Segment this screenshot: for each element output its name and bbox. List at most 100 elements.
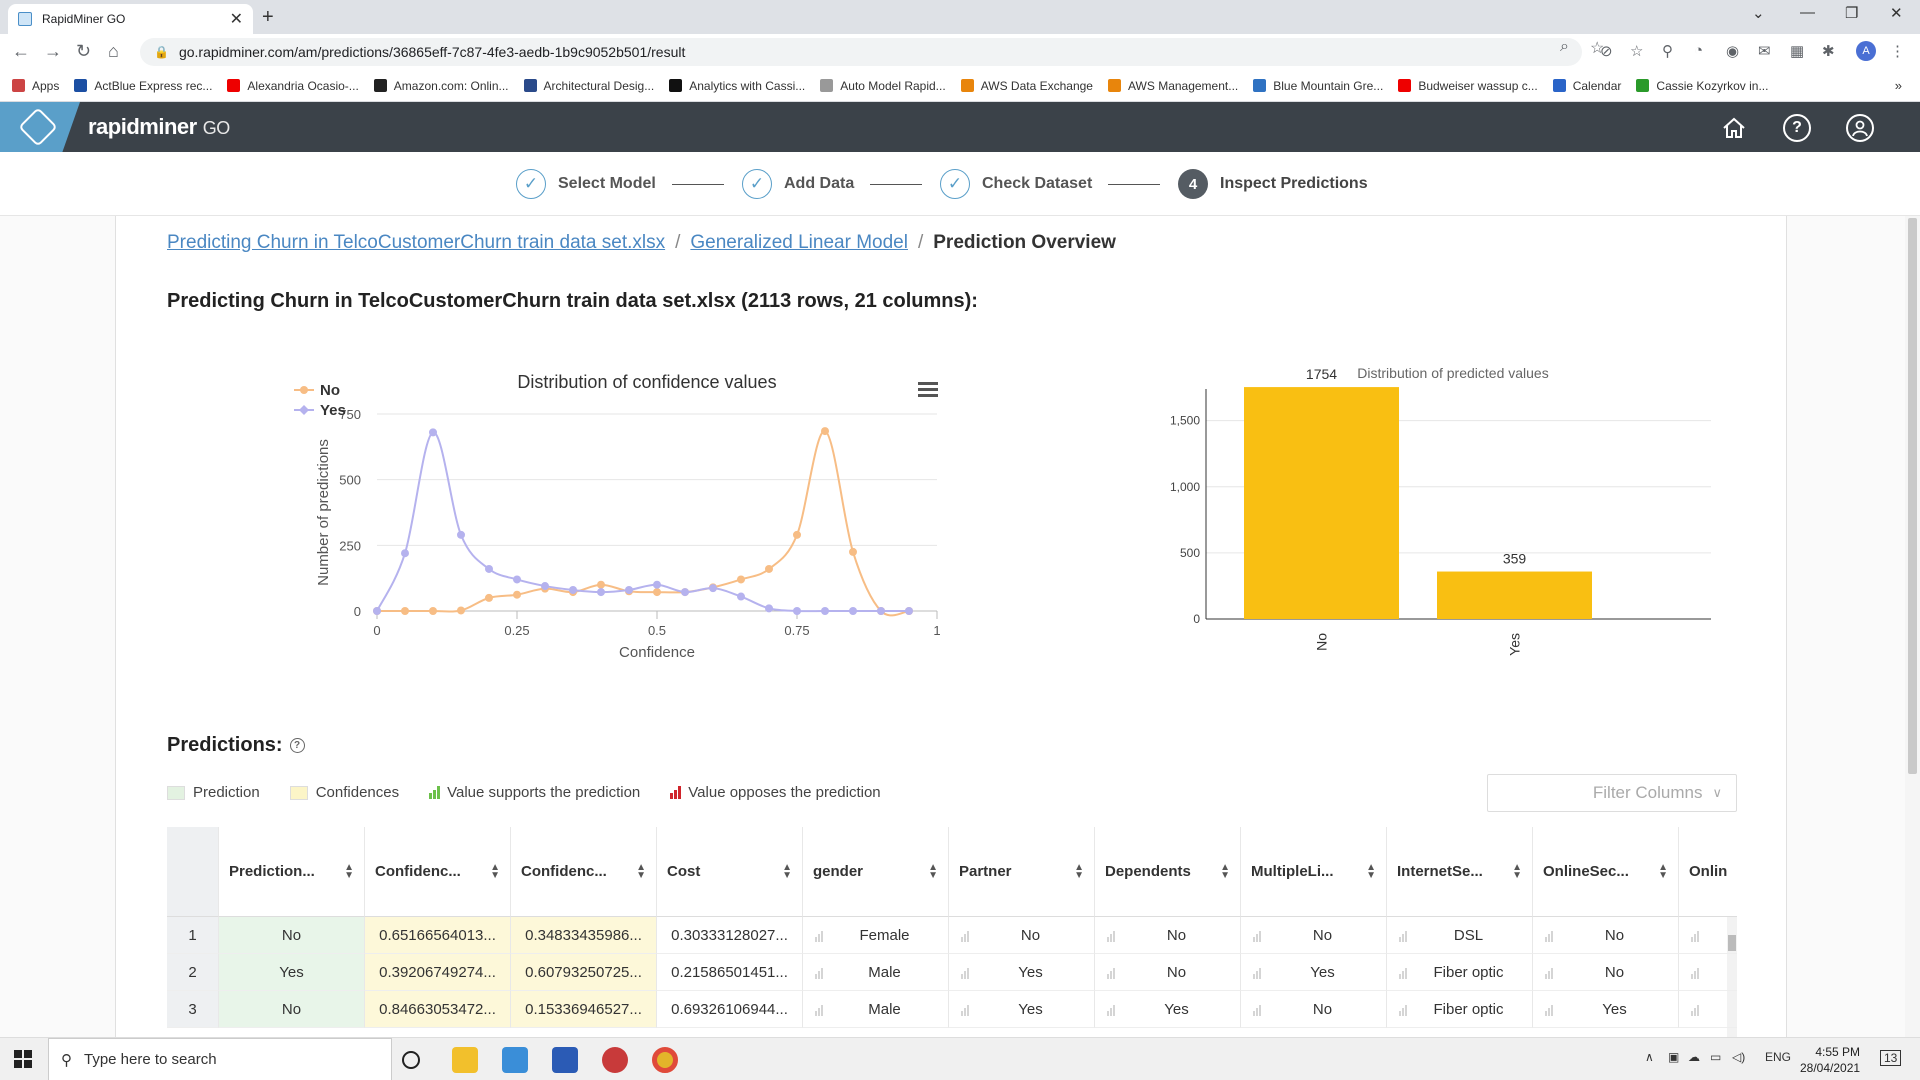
data-point xyxy=(653,588,661,597)
windows-taskbar: ⚲ Type here to search ∧ ▣ ☁ ▭ ◁) ENG 4:5… xyxy=(0,1037,1920,1080)
rapidminer-logo-icon[interactable] xyxy=(0,102,80,152)
language-indicator[interactable]: ENG xyxy=(1765,1050,1792,1064)
table-cell: No xyxy=(1533,917,1679,954)
table-cell: No xyxy=(219,991,365,1028)
extension-icon[interactable]: ◔ xyxy=(1694,42,1704,59)
step-add-data[interactable]: ✓ Add Data xyxy=(742,169,854,199)
bookmark-item[interactable]: AWS Data Exchange xyxy=(960,79,1093,93)
flag-icon[interactable]: ▦ xyxy=(1790,43,1805,60)
column-header[interactable]: Dependents ▲ ▼ xyxy=(1095,827,1241,917)
sort-icon[interactable]: ▲ ▼ xyxy=(1658,861,1668,881)
bookmark-item[interactable]: AWS Management... xyxy=(1107,79,1238,93)
sort-icon[interactable]: ▲ ▼ xyxy=(636,861,646,881)
sort-icon[interactable]: ▲ ▼ xyxy=(344,861,354,881)
bookmark-item[interactable]: Cassie Kozyrkov in... xyxy=(1636,79,1768,93)
restore-icon[interactable]: ❐ xyxy=(1845,5,1859,22)
extension-icon[interactable]: ⚲ xyxy=(1662,43,1673,60)
table-cell xyxy=(1679,954,1737,991)
bookmark-item[interactable]: Auto Model Rapid... xyxy=(820,79,946,93)
reload-icon[interactable]: ↻ xyxy=(76,41,92,61)
network-icon[interactable]: ▭ xyxy=(1710,1050,1722,1064)
word-icon[interactable] xyxy=(552,1047,578,1073)
bookmark-item[interactable]: Budweiser wassup c... xyxy=(1398,79,1538,93)
more-bookmarks-icon[interactable]: » xyxy=(1894,78,1902,93)
back-icon[interactable]: ← xyxy=(12,41,30,61)
chrome-icon[interactable] xyxy=(652,1047,678,1073)
close-tab-icon[interactable]: ✕ xyxy=(229,11,243,28)
data-point xyxy=(737,592,745,601)
minimize-icon[interactable]: — xyxy=(1800,4,1815,21)
sort-icon[interactable]: ▲ ▼ xyxy=(782,861,792,881)
menu-kebab-icon[interactable]: ⋮ xyxy=(1890,43,1905,60)
user-account-icon[interactable] xyxy=(1846,114,1874,142)
help-icon[interactable]: ? xyxy=(289,738,305,753)
home-icon[interactable]: ⌂ xyxy=(108,41,119,61)
step-inspect-predictions[interactable]: 4 Inspect Predictions xyxy=(1178,169,1368,199)
browser-tab[interactable]: RapidMiner GO ✕ xyxy=(8,4,253,34)
filter-columns-dropdown[interactable]: Filter Columns ∨ xyxy=(1487,774,1737,812)
extension-icon[interactable]: ⊘ xyxy=(1600,43,1613,60)
breadcrumb-link-model[interactable]: Generalized Linear Model xyxy=(690,232,908,253)
bookmark-item[interactable]: Alexandria Ocasio-... xyxy=(227,79,359,93)
bookmark-star-icon[interactable]: ☆ xyxy=(1630,43,1644,60)
notifications-icon[interactable]: 13 xyxy=(1880,1050,1902,1066)
sort-icon[interactable]: ▲ ▼ xyxy=(1220,861,1230,881)
taskbar-search[interactable]: ⚲ Type here to search xyxy=(48,1038,392,1080)
bookmark-item[interactable]: Architectural Desig... xyxy=(523,79,654,93)
chart-menu-icon[interactable] xyxy=(918,382,938,397)
sort-icon[interactable]: ▲ ▼ xyxy=(490,861,500,881)
bookmark-item[interactable]: Blue Mountain Gre... xyxy=(1253,79,1383,93)
column-header[interactable]: Partner ▲ ▼ xyxy=(949,827,1095,917)
tray-chevron-up-icon[interactable]: ∧ xyxy=(1645,1050,1654,1064)
data-point xyxy=(513,590,521,599)
forward-icon[interactable]: → xyxy=(44,41,62,61)
step-select-model[interactable]: ✓ Select Model xyxy=(516,169,656,199)
cortana-icon[interactable] xyxy=(402,1051,420,1069)
bookmark-item[interactable]: Apps xyxy=(12,79,59,93)
sort-icon[interactable]: ▲ ▼ xyxy=(1512,861,1522,881)
onedrive-icon[interactable]: ☁ xyxy=(1688,1050,1700,1064)
sort-icon[interactable]: ▲ ▼ xyxy=(928,861,938,881)
column-header[interactable]: InternetSe... ▲ ▼ xyxy=(1387,827,1533,917)
help-icon[interactable]: ? xyxy=(1783,114,1811,142)
column-header[interactable]: Confidenc... ▲ ▼ xyxy=(365,827,511,917)
table-cell: No xyxy=(949,917,1095,954)
bookmark-item[interactable]: ActBlue Express rec... xyxy=(74,79,212,93)
extension-icon[interactable]: ✉ xyxy=(1758,43,1771,60)
app-icon[interactable] xyxy=(602,1047,628,1073)
sort-icon[interactable]: ▲ ▼ xyxy=(1366,861,1376,881)
table-scrollbar[interactable] xyxy=(1727,917,1737,1037)
star-icon[interactable]: ☆ xyxy=(1590,40,1605,57)
bookmark-item[interactable]: Analytics with Cassi... xyxy=(669,79,805,93)
column-header[interactable]: Confidenc... ▲ ▼ xyxy=(511,827,657,917)
address-bar[interactable]: 🔒 go.rapidminer.com/am/predictions/36865… xyxy=(140,38,1582,66)
puzzle-icon[interactable]: ✱ xyxy=(1822,43,1835,60)
step-check-dataset[interactable]: ✓ Check Dataset xyxy=(940,169,1092,199)
column-header[interactable]: OnlineSec... ▲ ▼ xyxy=(1533,827,1679,917)
sort-icon[interactable]: ▲ ▼ xyxy=(1074,861,1084,881)
tab-search-icon[interactable]: ⌄ xyxy=(1752,5,1765,22)
tray-icon[interactable]: ▣ xyxy=(1668,1050,1680,1064)
column-header[interactable]: MultipleLi... ▲ ▼ xyxy=(1241,827,1387,917)
extension-icon[interactable]: ◉ xyxy=(1726,43,1740,60)
column-header[interactable]: Cost ▲ ▼ xyxy=(657,827,803,917)
home-icon[interactable] xyxy=(1720,114,1748,142)
breadcrumb-link-dataset[interactable]: Predicting Churn in TelcoCustomerChurn t… xyxy=(167,232,666,253)
volume-icon[interactable]: ◁) xyxy=(1732,1050,1746,1064)
column-header[interactable]: Onlin xyxy=(1679,827,1737,917)
close-window-icon[interactable]: ✕ xyxy=(1890,5,1903,22)
column-header[interactable]: gender ▲ ▼ xyxy=(803,827,949,917)
clock[interactable]: 4:55 PM 28/04/2021 xyxy=(1800,1045,1861,1075)
store-icon[interactable] xyxy=(502,1047,528,1073)
column-header[interactable]: Prediction... ▲ ▼ xyxy=(219,827,365,917)
file-explorer-icon[interactable] xyxy=(452,1047,478,1073)
bookmark-item[interactable]: Calendar xyxy=(1552,79,1621,93)
bookmark-favicon-icon xyxy=(1398,79,1412,92)
windows-start-icon[interactable] xyxy=(14,1050,32,1068)
bookmark-item[interactable]: Amazon.com: Onlin... xyxy=(373,79,509,93)
new-tab-icon[interactable]: + xyxy=(262,6,274,28)
rapidminer-favicon-icon xyxy=(18,12,32,26)
zoom-icon[interactable]: ⌕ xyxy=(1560,38,1569,55)
profile-avatar[interactable]: A xyxy=(1856,41,1876,61)
page-scrollbar[interactable] xyxy=(1905,216,1920,1037)
